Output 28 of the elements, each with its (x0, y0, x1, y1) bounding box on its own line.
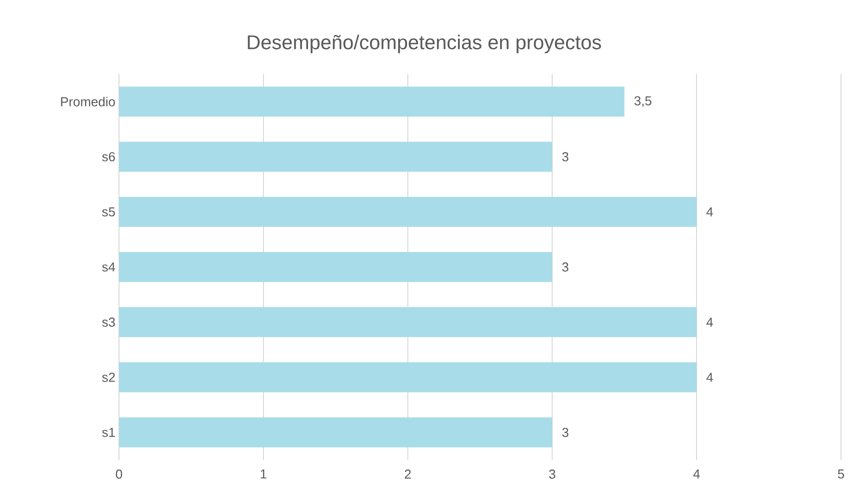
bar (119, 417, 552, 448)
y-tick-label: s6 (102, 152, 115, 162)
data-label: 3 (562, 152, 568, 162)
chart-title: Desempeño/competencias en proyectos (248, 34, 601, 54)
x-tick-label: 1 (260, 470, 266, 478)
bar (119, 307, 697, 338)
data-label: 4 (706, 318, 713, 327)
y-tick-label: s5 (102, 207, 115, 216)
bar (119, 86, 624, 117)
y-tick-label: s4 (102, 262, 116, 272)
x-tick-label: 3 (549, 470, 556, 479)
data-label: 4 (706, 372, 713, 382)
y-tick-label: s3 (102, 318, 115, 327)
x-tick-label: 4 (693, 470, 700, 478)
data-label: 3,5 (634, 96, 652, 107)
y-tick-label: s1 (102, 428, 115, 437)
bar (119, 196, 697, 227)
x-tick-label: 0 (116, 470, 122, 479)
y-tick-label: s2 (102, 372, 115, 382)
data-label: 3 (562, 262, 568, 272)
x-tick-label: 2 (404, 470, 411, 479)
bar (119, 362, 697, 392)
bar (119, 252, 552, 282)
data-label: 4 (706, 207, 713, 216)
y-tick-label: Promedio (61, 96, 115, 106)
data-label: 3 (562, 428, 568, 438)
bar (119, 142, 552, 172)
x-tick-label: 5 (838, 470, 844, 479)
